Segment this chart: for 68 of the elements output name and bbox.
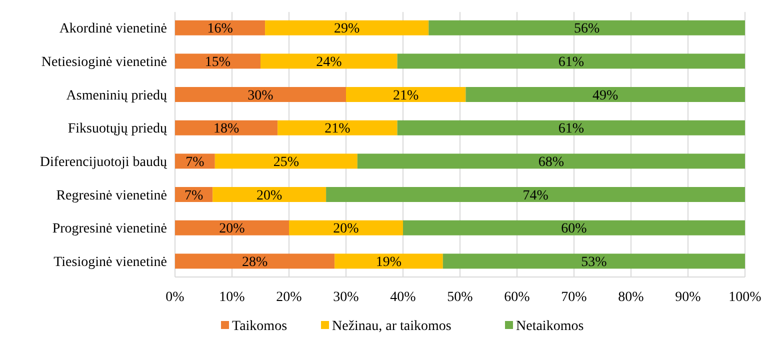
bar	[357, 154, 745, 169]
data-label: 21%	[393, 88, 420, 104]
bar	[428, 20, 745, 36]
data-label: 18%	[213, 122, 240, 137]
x-tick-label: 80%	[618, 290, 644, 305]
x-tick-label: 40%	[390, 290, 416, 305]
bar	[442, 254, 745, 269]
bar	[175, 220, 289, 236]
x-tick-label: 100%	[728, 290, 762, 305]
data-label: 7%	[186, 155, 205, 170]
bar	[346, 87, 466, 102]
data-label: 56%	[574, 22, 600, 37]
data-label: 15%	[204, 55, 231, 70]
bar	[175, 54, 260, 69]
data-label: 61%	[558, 55, 584, 70]
x-tick-label: 60%	[504, 290, 530, 305]
x-tick-label: 20%	[276, 290, 302, 305]
x-tick-label: 10%	[219, 290, 246, 305]
data-label: 49%	[592, 88, 619, 104]
y-tick-label: Akordinė vienetinė	[59, 22, 167, 37]
bar	[397, 54, 745, 69]
data-label: 19%	[376, 255, 402, 270]
data-label: 20%	[219, 222, 246, 237]
bar	[175, 254, 335, 269]
bar	[212, 187, 326, 202]
bar	[278, 120, 398, 136]
data-label: 28%	[242, 255, 268, 270]
y-tick-label: Diferencijuotoji baudų	[40, 155, 167, 170]
data-label: 16%	[207, 22, 234, 37]
x-tick-label: 30%	[333, 290, 360, 305]
data-label: 29%	[334, 22, 360, 37]
legend-label: Taikomos	[232, 318, 288, 334]
bar	[326, 187, 745, 202]
legend-label: Nežinau, ar taikomos	[332, 318, 452, 334]
legend-label: Netaikomos	[516, 318, 584, 334]
y-tick-label: Fiksuotųjų priedų	[68, 122, 167, 137]
data-label: 21%	[324, 122, 351, 137]
data-label: 61%	[558, 122, 584, 137]
data-label: 7%	[184, 188, 204, 204]
y-tick-label: Netiesioginė vienetinė	[41, 55, 167, 70]
data-label: 24%	[316, 55, 342, 70]
bar	[289, 220, 403, 236]
x-tick-label: 90%	[675, 290, 702, 305]
bar	[334, 254, 443, 269]
data-label: 74%	[522, 188, 549, 204]
bar	[175, 20, 266, 36]
bar	[175, 120, 278, 136]
x-tick-label: 0%	[166, 290, 185, 305]
x-tick-label: 50%	[447, 290, 474, 305]
bar	[214, 154, 358, 169]
x-tick-label: 70%	[561, 290, 588, 305]
bar	[466, 87, 745, 102]
data-label: 68%	[538, 155, 564, 170]
bar	[265, 20, 429, 36]
y-tick-label: Tiesioginė vienetinė	[54, 255, 167, 270]
y-tick-label: Asmeninių priedų	[66, 88, 167, 104]
bar	[403, 220, 745, 236]
data-label: 60%	[561, 222, 588, 237]
data-label: 30%	[248, 88, 274, 104]
data-label: 25%	[273, 155, 300, 170]
y-tick-label: Regresinė vienetinė	[56, 188, 167, 204]
bar	[260, 54, 398, 69]
data-label: 53%	[581, 255, 608, 270]
data-label: 20%	[256, 188, 282, 204]
bar	[397, 120, 745, 136]
data-label: 20%	[333, 222, 360, 237]
y-tick-label: Progresinė vienetinė	[52, 222, 167, 237]
bar	[175, 87, 346, 102]
